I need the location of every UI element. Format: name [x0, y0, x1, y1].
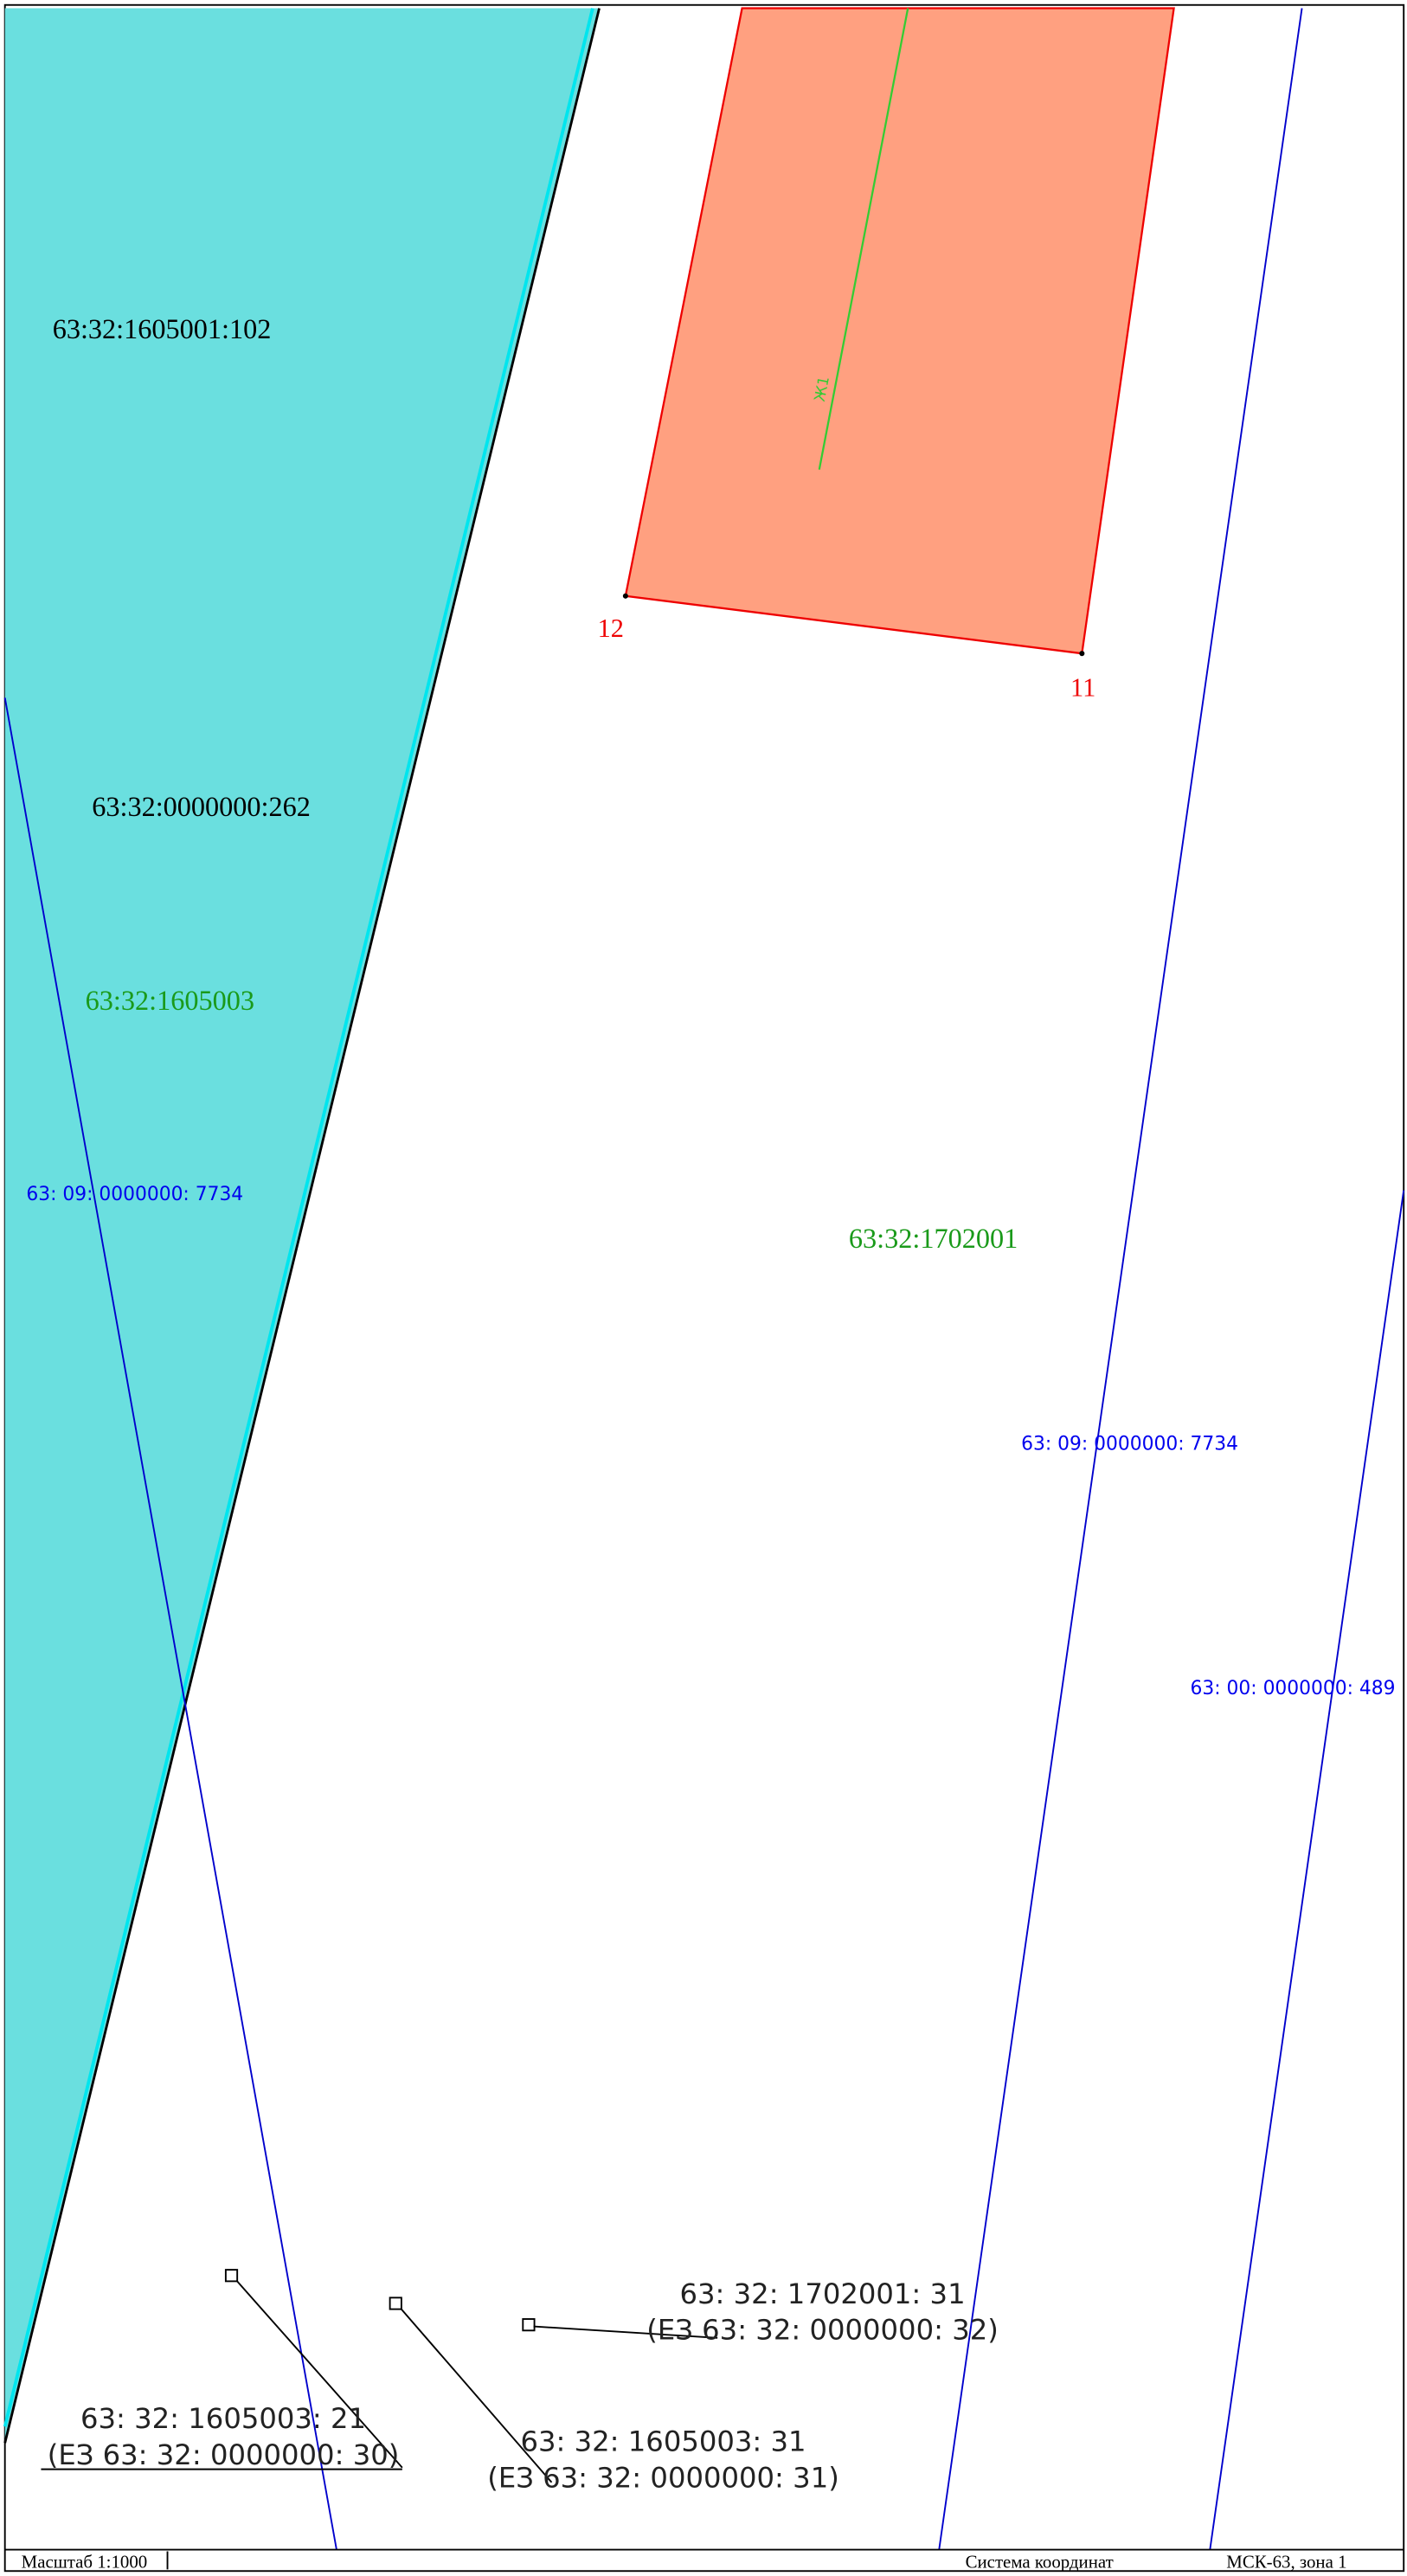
- callout-number: 63: 32: 1605003: 21: [80, 2402, 366, 2435]
- parcel-label: 63:32:0000000:262: [92, 791, 311, 822]
- boundary-line: [938, 8, 1303, 2550]
- callout-parent: (ЕЗ 63: 32: 0000000: 30): [48, 2438, 400, 2471]
- boundary-label: 63: 09: 0000000: 7734: [1021, 1433, 1238, 1455]
- quarter-label: 63:32:1605003: [86, 985, 254, 1016]
- boundary-line: [1209, 1190, 1405, 2550]
- system-value: МСК-63, зона 1: [1226, 2551, 1346, 2572]
- callout-box: [389, 2297, 402, 2310]
- system-label: Система координат: [966, 2551, 1114, 2572]
- leader: [235, 2279, 403, 2469]
- callout-number: 63: 32: 1702001: 31: [680, 2277, 966, 2310]
- point: [622, 593, 628, 599]
- callout-number: 63: 32: 1605003: 31: [520, 2425, 806, 2458]
- leader: [533, 2325, 718, 2339]
- point-label: 12: [598, 613, 624, 643]
- boundary-label: 63: 00: 0000000: 489: [1191, 1678, 1396, 1699]
- callout-leaders: [41, 2269, 718, 2483]
- boundary-line: [3, 697, 337, 2550]
- callout-parent: (ЕЗ 63: 32: 0000000: 32): [646, 2314, 999, 2347]
- zone-line: [818, 8, 909, 470]
- boundary-line: [3, 8, 601, 2444]
- callout-parent: (ЕЗ 63: 32: 0000000: 31): [487, 2461, 839, 2494]
- quarter-label: 63:32:1702001: [849, 1223, 1018, 1254]
- callout-box: [224, 2269, 239, 2283]
- boundary-line: [3, 8, 594, 2427]
- callout-box: [522, 2318, 536, 2332]
- point-label: 11: [1070, 673, 1095, 703]
- scale-label: Масштаб 1:1000: [22, 2551, 148, 2572]
- leader: [400, 2308, 553, 2483]
- point: [1079, 651, 1085, 657]
- parcel-label: 63:32:1605001:102: [53, 313, 272, 344]
- boundary-label: 63: 09: 0000000: 7734: [26, 1184, 243, 1205]
